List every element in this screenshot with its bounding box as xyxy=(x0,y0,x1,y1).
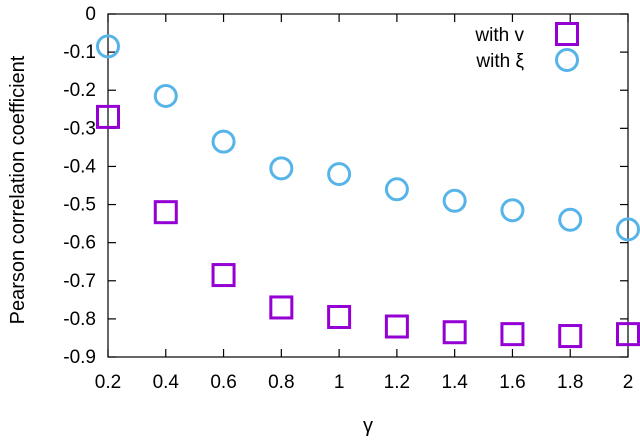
data-point-square xyxy=(384,314,409,339)
data-point-circle xyxy=(384,177,409,202)
data-point-square xyxy=(269,295,294,320)
x-tick-label: 0.8 xyxy=(268,372,294,393)
data-point-circle xyxy=(327,162,352,187)
series-layer xyxy=(96,34,640,349)
legend-marker xyxy=(555,22,579,46)
y-tick-label: -0.4 xyxy=(63,156,96,177)
y-tick-label: -0.2 xyxy=(63,80,96,101)
y-axis-label: Pearson correlation coefficient xyxy=(7,55,29,324)
y-tick-label: 0 xyxy=(85,4,96,25)
data-point-circle xyxy=(500,198,525,223)
data-point-circle xyxy=(153,83,178,108)
x-tick-label: 0.2 xyxy=(95,372,121,393)
series-with-v xyxy=(96,104,640,349)
y-tick-label: -0.5 xyxy=(63,195,96,216)
y-axis-ticks: 0 -0.1 -0.2 -0.3 -0.4 -0.5 -0.6 -0.7 -0.8 -0.9 xyxy=(63,4,628,368)
x-tick-label: 1 xyxy=(334,372,345,393)
data-point-square xyxy=(211,263,236,288)
data-point-square xyxy=(442,320,467,345)
x-axis-label: γ xyxy=(363,415,373,437)
y-tick-label: -0.8 xyxy=(63,309,96,330)
y-tick-label: -0.9 xyxy=(63,347,96,368)
legend-label: with v xyxy=(474,25,524,46)
x-tick-label: 1.2 xyxy=(384,372,410,393)
y-tick-label: -0.3 xyxy=(63,118,96,139)
plot-border xyxy=(107,13,629,358)
series-with-xi xyxy=(96,34,640,242)
legend-marker xyxy=(555,48,579,72)
data-point-circle xyxy=(442,188,467,213)
x-tick-label: 0.4 xyxy=(153,372,180,393)
x-tick-label: 2 xyxy=(623,372,634,393)
x-tick-label: 1.8 xyxy=(557,372,583,393)
data-point-square xyxy=(153,200,178,225)
x-tick-label: 0.6 xyxy=(210,372,236,393)
legend: with v with ξ xyxy=(474,22,579,72)
x-axis-ticks: 0.2 0.4 0.6 0.8 1 1.2 1.4 1.6 1.8 2 xyxy=(95,14,634,393)
data-point-circle xyxy=(269,156,294,181)
data-point-circle xyxy=(558,207,583,232)
y-tick-label: -0.7 xyxy=(63,271,96,292)
data-point-square xyxy=(616,322,640,347)
legend-label: with ξ xyxy=(475,51,524,72)
y-tick-label: -0.6 xyxy=(63,233,96,254)
data-point-circle xyxy=(96,34,120,59)
data-point-square xyxy=(327,304,352,329)
data-point-circle xyxy=(616,217,640,242)
x-tick-label: 1.6 xyxy=(499,372,525,393)
data-point-square xyxy=(558,324,583,349)
plot-frame xyxy=(107,13,629,358)
y-tick-label: -0.1 xyxy=(63,42,96,63)
data-point-square xyxy=(500,322,525,347)
data-point-circle xyxy=(211,129,236,154)
data-point-square xyxy=(96,104,120,129)
x-tick-label: 1.4 xyxy=(441,372,468,393)
